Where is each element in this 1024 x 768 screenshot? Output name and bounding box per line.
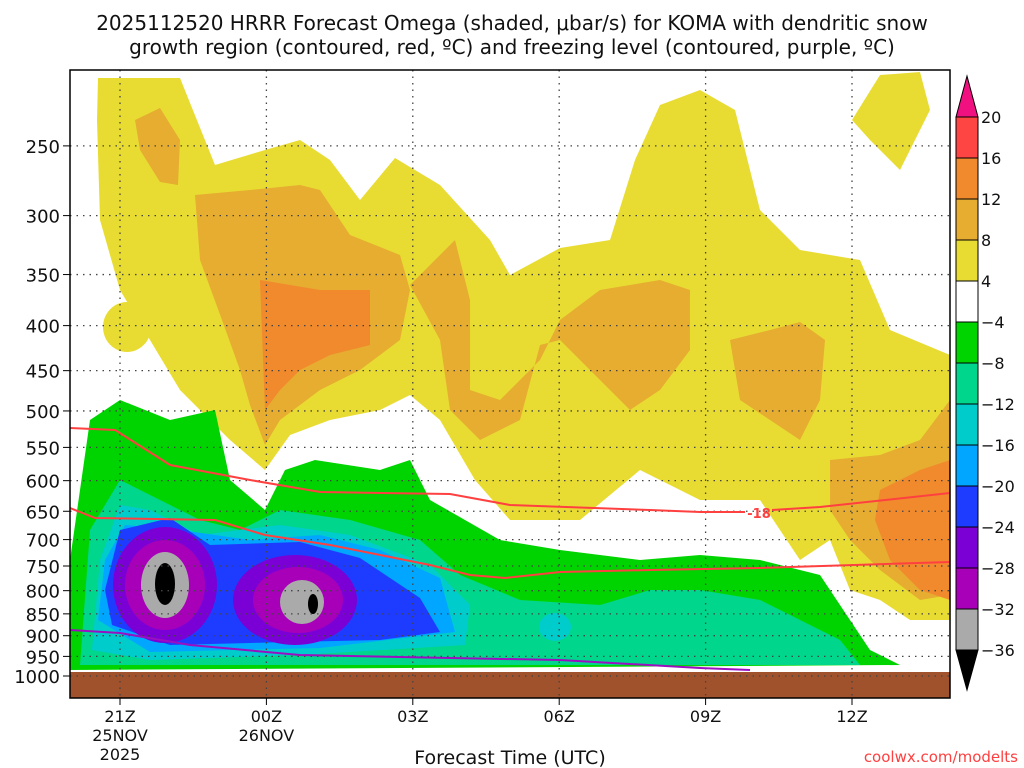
y-tick-label: 300 xyxy=(26,207,60,228)
colorbar-label: 16 xyxy=(981,149,1001,168)
y-tick-label: 550 xyxy=(26,438,60,459)
colorbar-label: 4 xyxy=(981,272,991,291)
x-tick-label: 03Z xyxy=(397,707,428,726)
y-tick-label: 850 xyxy=(26,605,60,626)
y-tick-label: 1000 xyxy=(14,667,60,688)
chart-title-line2: growth region (contoured, red, ºC) and f… xyxy=(129,35,895,59)
colorbar-label: −36 xyxy=(981,641,1015,660)
y-tick-label: 750 xyxy=(26,557,60,578)
freezing-level-contour xyxy=(70,629,751,671)
dgz-contour-upper xyxy=(771,492,950,511)
omega-fill-neg12-neg16 xyxy=(539,613,571,641)
x-tick-label: 26NOV xyxy=(239,726,295,745)
omega-fill-8-12 xyxy=(730,322,825,440)
ground xyxy=(70,672,950,698)
colorbar-label: −8 xyxy=(981,354,1005,373)
colorbar-swatch xyxy=(955,485,979,528)
colorbar-swatch xyxy=(955,321,979,364)
colorbar-swatch xyxy=(955,403,979,446)
colorbar-label: −24 xyxy=(981,518,1015,537)
x-tick-label: 2025 xyxy=(100,745,141,764)
dgz-contour-upper xyxy=(70,427,745,513)
y-tick-label: 250 xyxy=(26,137,60,158)
colorbar-label: −12 xyxy=(981,395,1015,414)
omega-fill-4-8 xyxy=(103,302,151,352)
plot-frame xyxy=(69,69,951,699)
y-tick-label: 950 xyxy=(26,647,60,668)
y-axis: 2503003504004505005506006507007508008509… xyxy=(14,137,70,688)
y-tick-label: 450 xyxy=(26,362,60,383)
dgz-contour-lower xyxy=(70,507,950,580)
y-tick-label: 700 xyxy=(26,531,60,552)
x-tick-label: 25NOV xyxy=(92,726,148,745)
colorbar-label: −4 xyxy=(981,313,1005,332)
colorbar-swatch xyxy=(955,567,979,610)
colorbar-swatch xyxy=(955,362,979,405)
colorbar-swatch xyxy=(955,608,979,651)
colorbar-label: −20 xyxy=(981,477,1015,496)
colorbar-label: 8 xyxy=(981,231,991,250)
colorbar-swatch xyxy=(955,198,979,241)
omega-fill-4-8 xyxy=(852,72,930,170)
x-tick-label: 12Z xyxy=(836,707,867,726)
colorbar-label: −28 xyxy=(981,559,1015,578)
omega-fill-below-neg36 xyxy=(155,563,175,605)
omega-fill-12-16 xyxy=(260,280,370,410)
colorbar-swatch xyxy=(955,239,979,282)
omega-fill-below-neg36 xyxy=(308,594,318,614)
contour-label: -18 xyxy=(747,507,771,522)
colorbar-swatch xyxy=(955,526,979,569)
colorbar-swatch xyxy=(955,116,979,159)
colorbar-label: 12 xyxy=(981,190,1001,209)
y-tick-label: 900 xyxy=(26,627,60,648)
omega-fill-8-12 xyxy=(410,240,690,440)
y-tick-label: 650 xyxy=(26,502,60,523)
x-tick-label: 00Z xyxy=(251,707,282,726)
gridlines xyxy=(70,70,950,698)
colorbar-swatch xyxy=(955,280,979,323)
colorbar-over-arrow xyxy=(955,74,979,118)
x-tick-label: 09Z xyxy=(690,707,721,726)
y-tick-label: 400 xyxy=(26,317,60,338)
colorbar-label: −16 xyxy=(981,436,1015,455)
x-tick-label: 21Z xyxy=(104,707,135,726)
colorbar: 20 16 12 8 4 −4 −8 −12 −16 −20 −24 −28 −32 −36 xyxy=(955,74,1015,692)
colorbar-under-arrow xyxy=(955,649,979,692)
shaded-omega-field xyxy=(70,72,950,698)
omega-fill-8-12 xyxy=(135,108,180,185)
colorbar-label: −32 xyxy=(981,600,1015,619)
x-tick-label: 06Z xyxy=(544,707,575,726)
y-tick-label: 600 xyxy=(26,472,60,493)
colorbar-label: 20 xyxy=(981,108,1001,127)
y-tick-label: 500 xyxy=(26,402,60,423)
chart-title-line1: 2025112520 HRRR Forecast Omega (shaded, … xyxy=(96,11,928,35)
y-tick-label: 350 xyxy=(26,266,60,287)
colorbar-swatch xyxy=(955,444,979,487)
x-axis-label: Forecast Time (UTC) xyxy=(414,747,605,768)
y-tick-label: 800 xyxy=(26,582,60,603)
colorbar-swatch xyxy=(955,157,979,200)
credit-text: coolwx.com/modelts xyxy=(864,748,1018,766)
